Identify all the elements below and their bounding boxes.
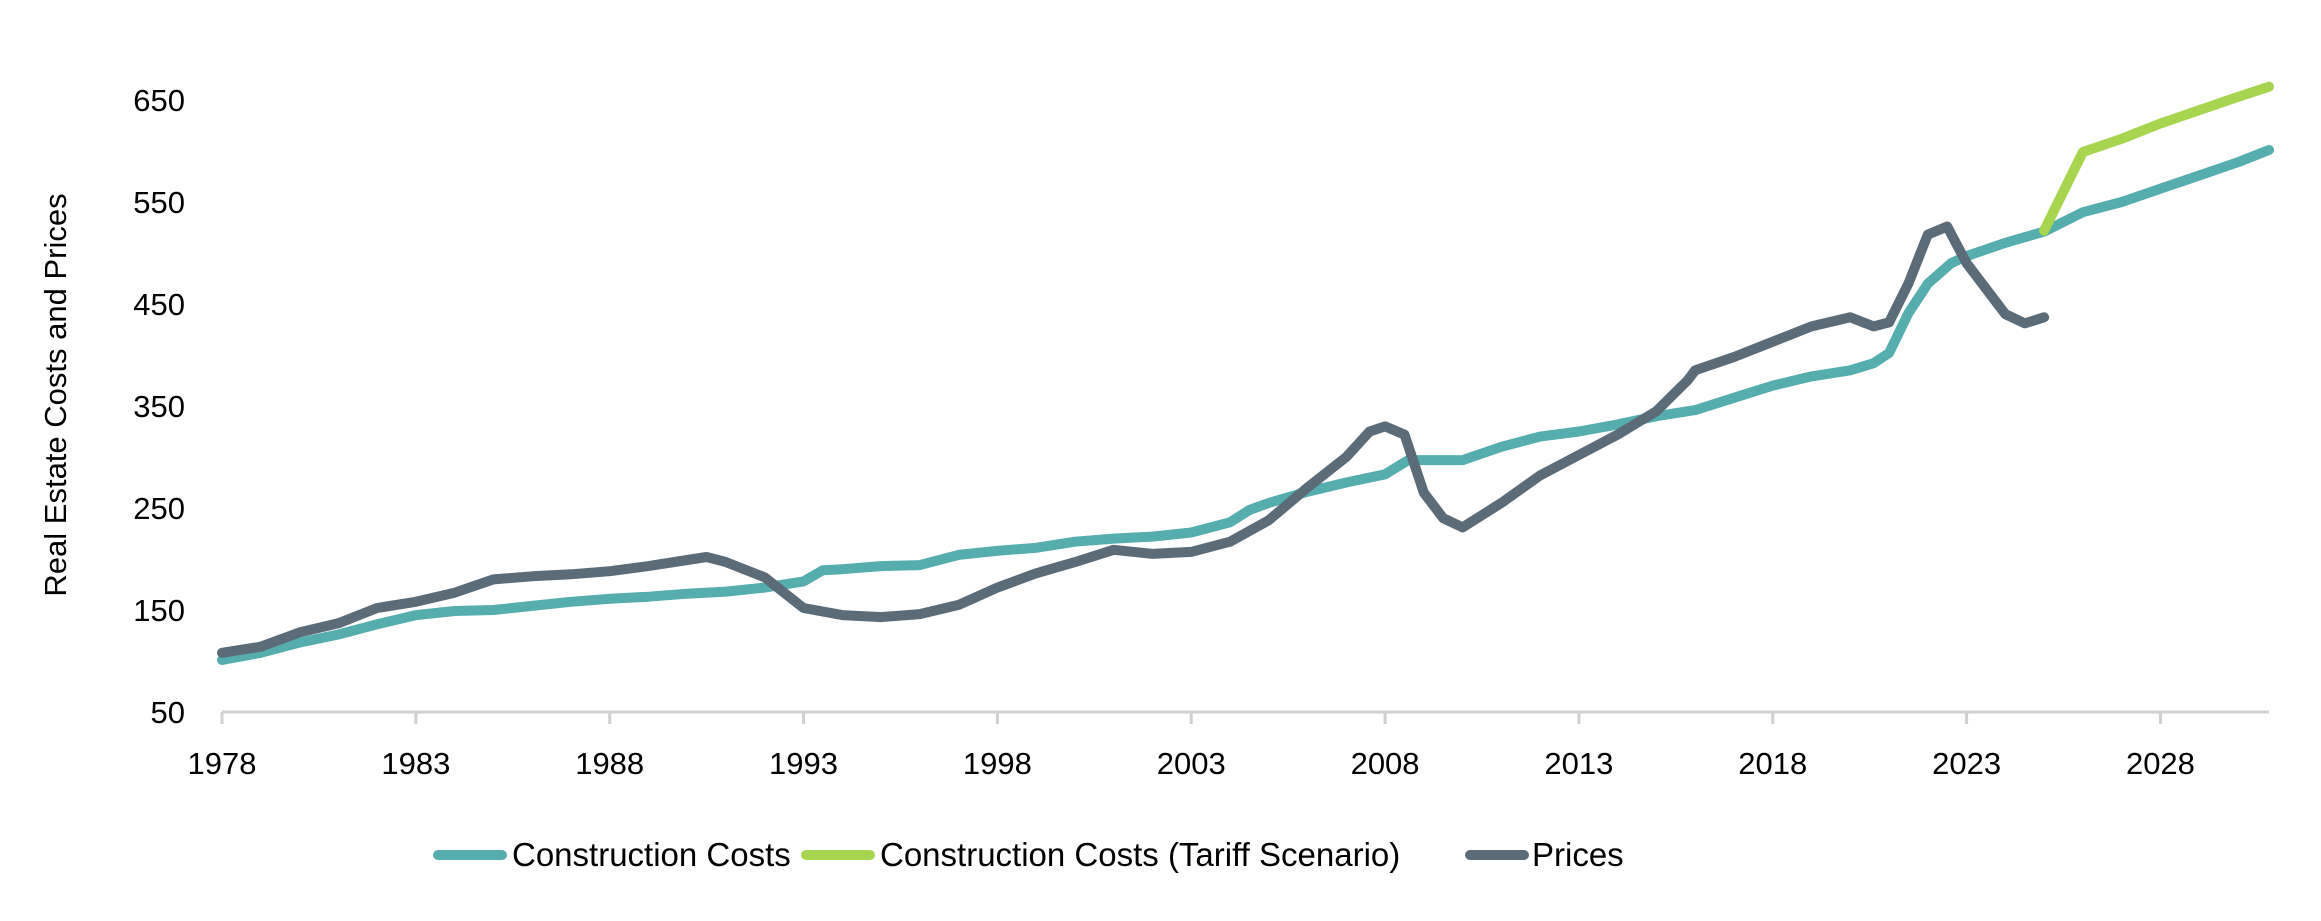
series-line-prices [217, 221, 2050, 658]
y-tick-label: 150 [133, 593, 185, 628]
x-tick-label: 2023 [1932, 746, 2001, 781]
series-lines [217, 81, 2274, 665]
x-tick-label: 2018 [1738, 746, 1807, 781]
x-tick-label: 2003 [1157, 746, 1226, 781]
y-tick-label: 50 [151, 695, 185, 730]
y-tick-label: 250 [133, 491, 185, 526]
x-tick-label: 1988 [575, 746, 644, 781]
legend-label-construction-costs: Construction Costs [512, 836, 791, 873]
x-tick-label: 1998 [963, 746, 1032, 781]
x-axis: 1978 1983 1988 1993 1998 2003 2008 2013 2018 2023… [188, 710, 2269, 781]
legend: Construction Costs Construction Costs (Ta… [433, 836, 1624, 873]
x-tick-label: 2028 [2126, 746, 2195, 781]
x-tick-label: 1978 [188, 746, 257, 781]
y-axis-ticks: 50 150 250 350 450 550 650 [133, 83, 185, 730]
y-tick-label: 550 [133, 185, 185, 220]
y-axis-title: Real Estate Costs and Prices [38, 193, 73, 596]
series-line-construction-costs [217, 145, 2274, 665]
series-line-construction-costs-tariff-scenario [2039, 81, 2274, 236]
y-tick-label: 450 [133, 287, 185, 322]
y-tick-label: 350 [133, 389, 185, 424]
legend-label-construction-costs-tariff-scenario: Construction Costs (Tariff Scenario) [880, 836, 1400, 873]
x-tick-label: 2008 [1351, 746, 1420, 781]
y-tick-label: 650 [133, 83, 185, 118]
legend-label-prices: Prices [1532, 836, 1624, 873]
x-tick-label: 2013 [1544, 746, 1613, 781]
x-tick-label: 1993 [769, 746, 838, 781]
x-tick-label: 1983 [381, 746, 450, 781]
